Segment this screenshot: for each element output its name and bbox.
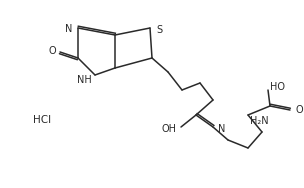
Text: O: O [295,105,302,115]
Text: N: N [218,124,225,134]
Text: OH: OH [161,124,176,134]
Text: S: S [156,25,162,35]
Text: NH: NH [77,75,92,85]
Text: HO: HO [270,82,285,92]
Text: HCl: HCl [33,115,51,125]
Text: H₂N: H₂N [250,116,269,126]
Text: N: N [65,24,72,34]
Text: O: O [48,46,56,56]
